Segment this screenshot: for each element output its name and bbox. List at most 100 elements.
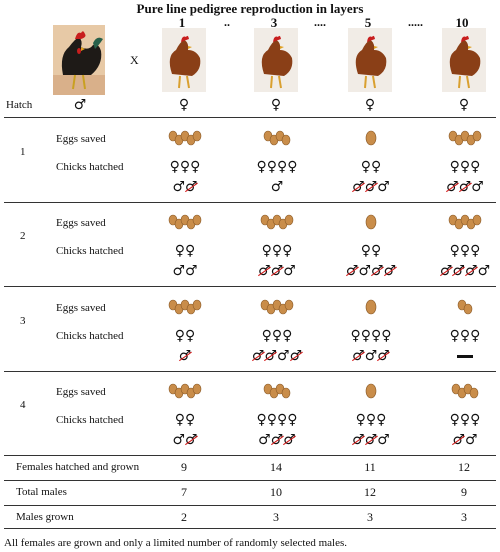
summary-females-1: 9 [181, 460, 187, 474]
male-symbol: ♂ [364, 348, 378, 364]
male-symbol-culled: ♂ [185, 432, 198, 448]
male-symbol-culled: ♂ [258, 263, 271, 279]
male-symbol-culled: ♂ [383, 263, 397, 279]
male-symbol-culled: ♂ [371, 263, 384, 279]
summary-males-grown-5: 3 [367, 510, 373, 524]
summary-males-grown-1: 2 [181, 510, 187, 524]
male-symbol-culled: ♂ [452, 263, 465, 279]
chicks-hatched-label: Chicks hatched [56, 330, 124, 342]
eggs-icon [353, 297, 389, 317]
male-chicks: ♂♂♂ [237, 264, 317, 278]
rooster-male-symbol: ♂ [73, 97, 87, 113]
female-chicks: ♀♀♀ [449, 412, 481, 428]
male-symbol-culled: ♂ [364, 179, 378, 195]
summary-label-males-grown: Males grown [16, 511, 74, 523]
cross-symbol: X [130, 53, 139, 67]
eggs-saved-label: Eggs saved [56, 302, 106, 314]
eggs-icon [167, 381, 203, 401]
male-chicks: ♂♂♂♂ [331, 264, 411, 278]
male-symbol: ♂ [185, 263, 198, 279]
female-chicks: ♀♀ [174, 328, 196, 344]
male-chicks: ♂♂ [145, 180, 225, 194]
gap-3: ..... [408, 15, 423, 29]
hatch-divider [4, 371, 496, 372]
male-symbol: ♂ [172, 263, 185, 279]
eggs-icon [259, 381, 295, 401]
male-chicks: ♂♂ [145, 264, 225, 278]
chicks-hatched-label: Chicks hatched [56, 245, 124, 257]
summary-total-males-3: 10 [270, 485, 282, 499]
eggs-icon [353, 128, 389, 148]
male-symbol: ♂ [358, 263, 371, 279]
summary-females-5: 11 [364, 460, 376, 474]
male-symbol: ♂ [277, 348, 290, 364]
male-symbol: ♂ [471, 179, 484, 195]
male-symbol-culled: ♂ [289, 348, 303, 364]
male-chicks: ♂♂♂ [331, 180, 411, 194]
male-chicks: ♂ [145, 349, 225, 363]
male-symbol: ♂ [377, 179, 390, 195]
hatch-label: Hatch [6, 99, 33, 111]
hatch-number: 4 [20, 399, 26, 411]
eggs-icon [447, 297, 483, 317]
female-chicks: ♀♀♀ [449, 243, 481, 259]
eggs-icon [167, 297, 203, 317]
male-chicks: ♂♂♂ [237, 433, 317, 447]
eggs-saved-label: Eggs saved [56, 133, 106, 145]
hen-image-5 [348, 28, 392, 92]
eggs-icon [353, 381, 389, 401]
male-symbol-culled: ♂ [452, 432, 465, 448]
female-chicks: ♀♀ [174, 243, 196, 259]
hatch-number: 3 [20, 315, 26, 327]
male-symbol: ♂ [172, 179, 185, 195]
female-chicks: ♀♀♀ [449, 328, 481, 344]
hen-number-1: 1 [178, 15, 186, 30]
header-divider [4, 117, 496, 118]
male-chicks: ♂♂♂ [425, 180, 500, 194]
summary-divider-bottom [4, 528, 496, 529]
summary-males-grown-10: 3 [461, 510, 467, 524]
male-symbol-culled: ♂ [270, 432, 284, 448]
eggs-icon [167, 212, 203, 232]
summary-total-males-10: 9 [461, 485, 467, 499]
female-chicks: ♀♀ [360, 159, 382, 175]
hen-number-3: 3 [270, 15, 278, 30]
eggs-icon [167, 128, 203, 148]
male-chicks: ♂♂ [425, 433, 500, 447]
diagram-title: Pure line pedigree reproduction in layer… [136, 1, 364, 16]
hen-female-symbol-1: ♀ [178, 97, 190, 113]
eggs-saved-label: Eggs saved [56, 217, 106, 229]
hen-number-5: 5 [364, 15, 372, 30]
female-chicks: ♀♀♀ [261, 243, 293, 259]
summary-total-males-1: 7 [181, 485, 187, 499]
hatch-divider [4, 286, 496, 287]
male-symbol-culled: ♂ [364, 432, 378, 448]
female-chicks: ♀♀♀ [355, 412, 387, 428]
male-symbol-culled: ♂ [465, 263, 478, 279]
gap-1: .. [224, 15, 230, 29]
female-chicks: ♀♀♀ [261, 328, 293, 344]
male-symbol-culled: ♂ [270, 263, 284, 279]
female-chicks: ♀♀♀ [449, 159, 481, 175]
hen-female-symbol-3: ♀ [270, 97, 282, 113]
hatch-divider [4, 202, 496, 203]
no-males-dash [457, 354, 473, 358]
male-symbol-culled: ♂ [178, 348, 192, 364]
summary-divider-3 [4, 505, 496, 506]
male-symbol-culled: ♂ [352, 179, 365, 195]
male-symbol: ♂ [465, 432, 478, 448]
eggs-icon [259, 128, 295, 148]
hen-female-symbol-10: ♀ [458, 97, 470, 113]
summary-females-10: 12 [458, 460, 470, 474]
male-chicks: ♂♂♂ [331, 349, 411, 363]
male-symbol-culled: ♂ [377, 348, 390, 364]
female-chicks: ♀♀♀♀ [350, 328, 392, 344]
male-symbol-culled: ♂ [446, 179, 459, 195]
eggs-icon [447, 381, 483, 401]
hen-image-10 [442, 28, 486, 92]
male-chicks: ♂ [237, 180, 317, 194]
hen-female-symbol-5: ♀ [364, 97, 376, 113]
male-chicks: ♂♂ [145, 433, 225, 447]
eggs-icon [447, 212, 483, 232]
male-symbol: ♂ [377, 432, 390, 448]
